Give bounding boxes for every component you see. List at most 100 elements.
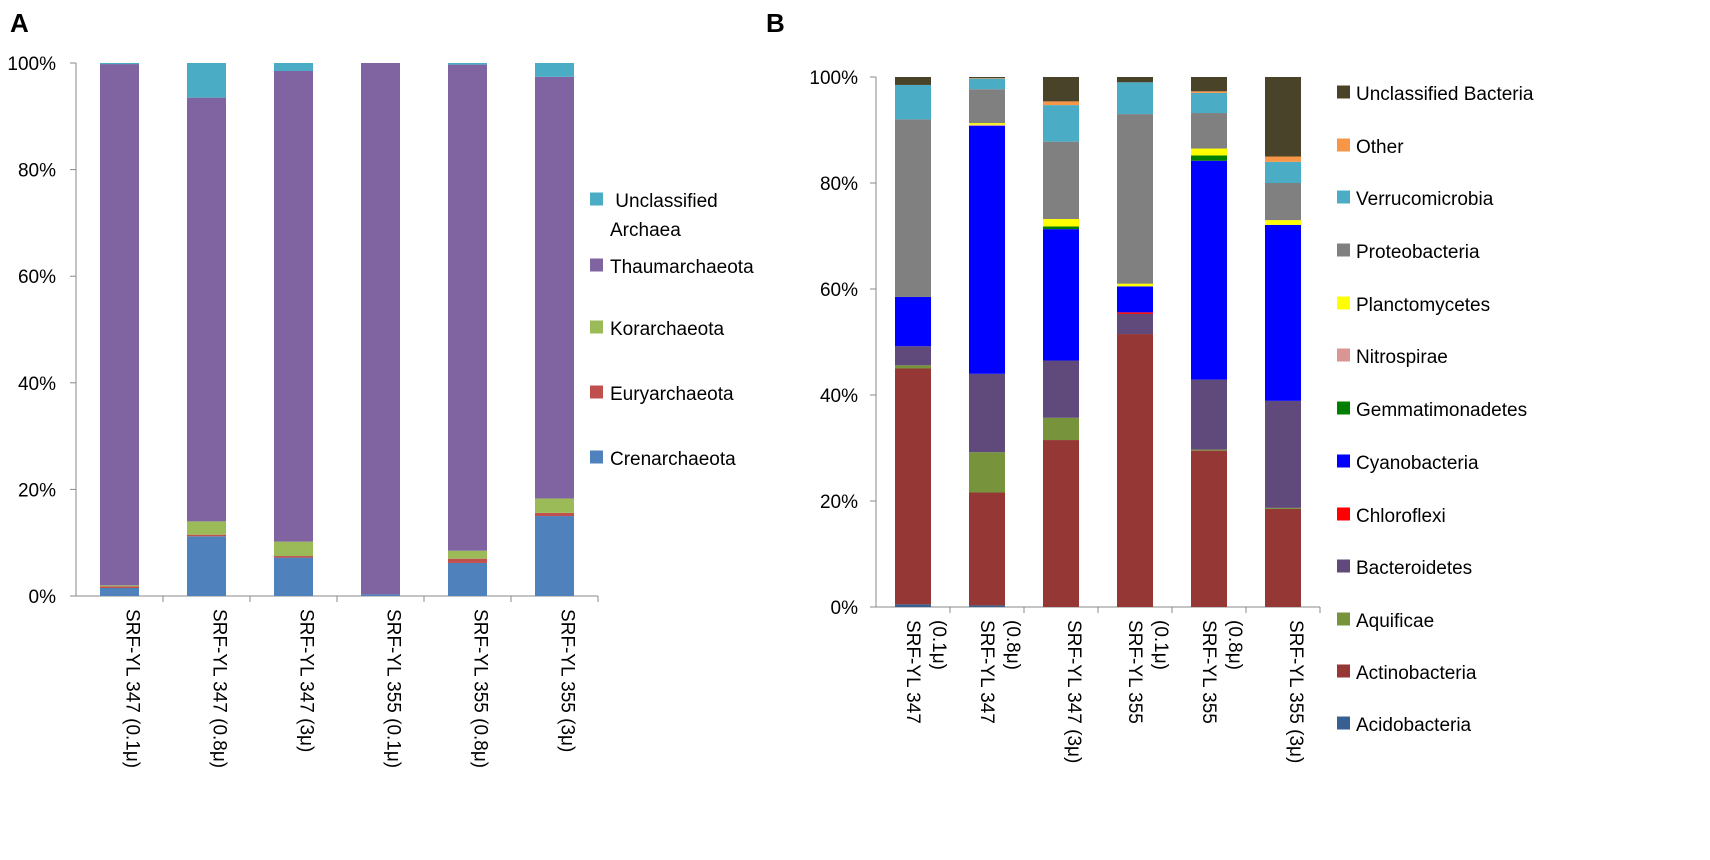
panel-b-legend-swatch-verrucomicrobia — [1337, 190, 1350, 204]
panel-a-legend-label: Euryarchaeota — [610, 384, 734, 405]
panel-b-legend-swatch-actinobacteria — [1337, 664, 1350, 678]
panel-a-category-label: SRF-YL 347 (3μ) — [296, 609, 317, 752]
panel-b-y-tick-label: 60% — [820, 280, 858, 301]
panel-a-bar-unclassified-archaea — [100, 63, 139, 65]
panel-b-bar-planctomycetes — [1117, 283, 1153, 287]
panel-b-bar-aquificae — [1265, 507, 1301, 509]
panel-b-bar-other — [969, 78, 1005, 79]
panel-a-bar-korarchaeota — [535, 498, 574, 513]
panel-a-bar-unclassified-archaea — [187, 63, 226, 98]
panel-a-legend-label: Archaea — [610, 220, 681, 241]
panel-b-category-label: SRF-YL 355 — [1124, 620, 1145, 724]
panel-b-legend-swatch-unclassified-bacteria — [1337, 85, 1350, 99]
panel-b-legend-label: Planctomycetes — [1356, 295, 1490, 316]
panel-a-y-tick-label: 80% — [18, 161, 56, 182]
panel-b-legend-label: Cyanobacteria — [1356, 453, 1479, 474]
panel-a-legend-swatch-crenarchaeota — [590, 450, 603, 464]
panel-a-category-label: SRF-YL 347 (0.8μ) — [209, 609, 230, 768]
panel-b-bar-other — [1191, 91, 1227, 93]
panel-b-bar-aquificae — [969, 452, 1005, 493]
panel-b-category-label: (0.8μ) — [1002, 620, 1023, 670]
panel-b-bar-bacteroidetes — [969, 373, 1005, 453]
panel-b-bar-actinobacteria — [1117, 334, 1153, 607]
panel-b-y-tick-label: 0% — [831, 598, 859, 619]
panel-b-y-tick-label: 100% — [809, 68, 858, 89]
panel-b-legend-label: Nitrospirae — [1356, 347, 1448, 368]
panel-b-bar-cyanobacteria — [1043, 229, 1079, 361]
panel-b-category-label: SRF-YL 355 — [1198, 620, 1219, 724]
panel-b-bar-bacteroidetes — [895, 346, 931, 366]
panel-b-category-label: (0.1μ) — [928, 620, 949, 670]
panel-b-legend-label: Bacteroidetes — [1356, 558, 1472, 579]
panel-a-chart: A 0% 20% 40% 60% 80% 100% SRF-YL 347 (0.1μ) SRF… — [7, 8, 754, 768]
panel-b-legend-label: Proteobacteria — [1356, 242, 1480, 263]
panel-b-category-label: SRF-YL 355 (3μ) — [1285, 620, 1306, 763]
panel-b-category-label: SRF-YL 347 (3μ) — [1063, 620, 1084, 763]
panel-b-y-tick-label: 20% — [820, 492, 858, 513]
panel-a-legend-swatch-euryarchaeota — [590, 385, 603, 399]
panel-a-bar-crenarchaeota — [187, 536, 226, 596]
panel-a-category-label: SRF-YL 355 (0.1μ) — [383, 609, 404, 768]
panel-b-bar-nitrospirae — [969, 124, 1005, 126]
panel-b-bar-actinobacteria — [1191, 450, 1227, 607]
panel-b-bar-proteobacteria — [1265, 183, 1301, 221]
panel-a-bar-thaumarchaeota — [448, 64, 487, 551]
panel-a-bar-euryarchaeota — [100, 586, 139, 589]
panel-b-legend-label: Acidobacteria — [1356, 715, 1472, 736]
panel-a-legend-swatch-thaumarchaeota — [590, 258, 603, 272]
panel-b-legend-label: Unclassified Bacteria — [1356, 84, 1534, 105]
panel-a-bar-unclassified-archaea — [535, 63, 574, 77]
panel-a-y-tick-label: 0% — [29, 587, 57, 608]
panel-a-legend-label: Thaumarchaeota — [610, 257, 754, 278]
panel-b-bar-proteobacteria — [1117, 114, 1153, 284]
panel-b-legend-swatch-gemmatimonadetes — [1337, 401, 1350, 415]
panel-b-bar-actinobacteria — [1043, 440, 1079, 607]
panel-b-bar-actinobacteria — [969, 492, 1005, 606]
panel-a-category-label: SRF-YL 347 (0.1μ) — [122, 609, 143, 768]
panel-b-bar-cyanobacteria — [969, 125, 1005, 374]
panel-a-bar-korarchaeota — [100, 585, 139, 587]
panel-b-bar-cyanobacteria — [1265, 224, 1301, 401]
panel-a-bar-thaumarchaeota — [100, 64, 139, 586]
panel-b-bar-bacteroidetes — [1043, 360, 1079, 418]
panel-b-legend-swatch-nitrospirae — [1337, 348, 1350, 362]
panel-b-bar-verrucomicrobia — [1117, 82, 1153, 115]
panel-b-legend-label: Aquificae — [1356, 611, 1434, 632]
panel-b-legend-label: Chloroflexi — [1356, 506, 1446, 527]
panel-b-legend-label: Other — [1356, 137, 1404, 158]
panel-b-category-label: SRF-YL 347 — [902, 620, 923, 724]
panel-a-bar-thaumarchaeota — [535, 76, 574, 499]
panel-b-y-tick-label: 80% — [820, 174, 858, 195]
panel-b-bar-aquificae — [1043, 417, 1079, 441]
panel-b-category-label: (0.8μ) — [1224, 620, 1245, 670]
panel-a-bar-korarchaeota — [448, 550, 487, 559]
panel-a-legend-swatch-unclassified-archaea — [590, 192, 603, 206]
panel-a-bar-thaumarchaeota — [274, 70, 313, 542]
panel-b-bar-acidobacteria — [895, 604, 931, 607]
panel-b-legend-swatch-acidobacteria — [1337, 716, 1350, 730]
panel-b-legend-swatch-other — [1337, 138, 1350, 152]
panel-b-legend-label: Actinobacteria — [1356, 663, 1477, 684]
panel-b-bar-chloroflexi — [1117, 312, 1153, 314]
panel-a-bar-thaumarchaeota — [187, 97, 226, 522]
panel-b-legend-swatch-cyanobacteria — [1337, 454, 1350, 468]
panel-b-legend-label: Gemmatimonadetes — [1356, 400, 1527, 421]
panel-b-label: B — [766, 8, 785, 38]
panel-b-bar-verrucomicrobia — [1191, 92, 1227, 114]
panel-b-bar-acidobacteria — [969, 605, 1005, 607]
panel-b-bar-proteobacteria — [1191, 113, 1227, 149]
panel-a-bar-euryarchaeota — [448, 558, 487, 563]
panel-a-bar-crenarchaeota — [448, 562, 487, 596]
panel-b-bar-other — [1265, 156, 1301, 162]
panel-b-legend-swatch-bacteroidetes — [1337, 559, 1350, 573]
panel-b-bar-bacteroidetes — [1265, 400, 1301, 508]
panel-b-legend-swatch-planctomycetes — [1337, 296, 1350, 310]
panel-b-bar-unclassified-bacteria — [1265, 77, 1301, 157]
panel-a-bar-crenarchaeota — [100, 588, 139, 596]
panel-b-bar-aquificae — [895, 365, 931, 369]
panel-b-bar-proteobacteria — [1043, 141, 1079, 220]
panel-a-bar-korarchaeota — [187, 521, 226, 535]
panel-a-bar-crenarchaeota — [274, 557, 313, 596]
panel-b-bar-verrucomicrobia — [895, 84, 931, 120]
